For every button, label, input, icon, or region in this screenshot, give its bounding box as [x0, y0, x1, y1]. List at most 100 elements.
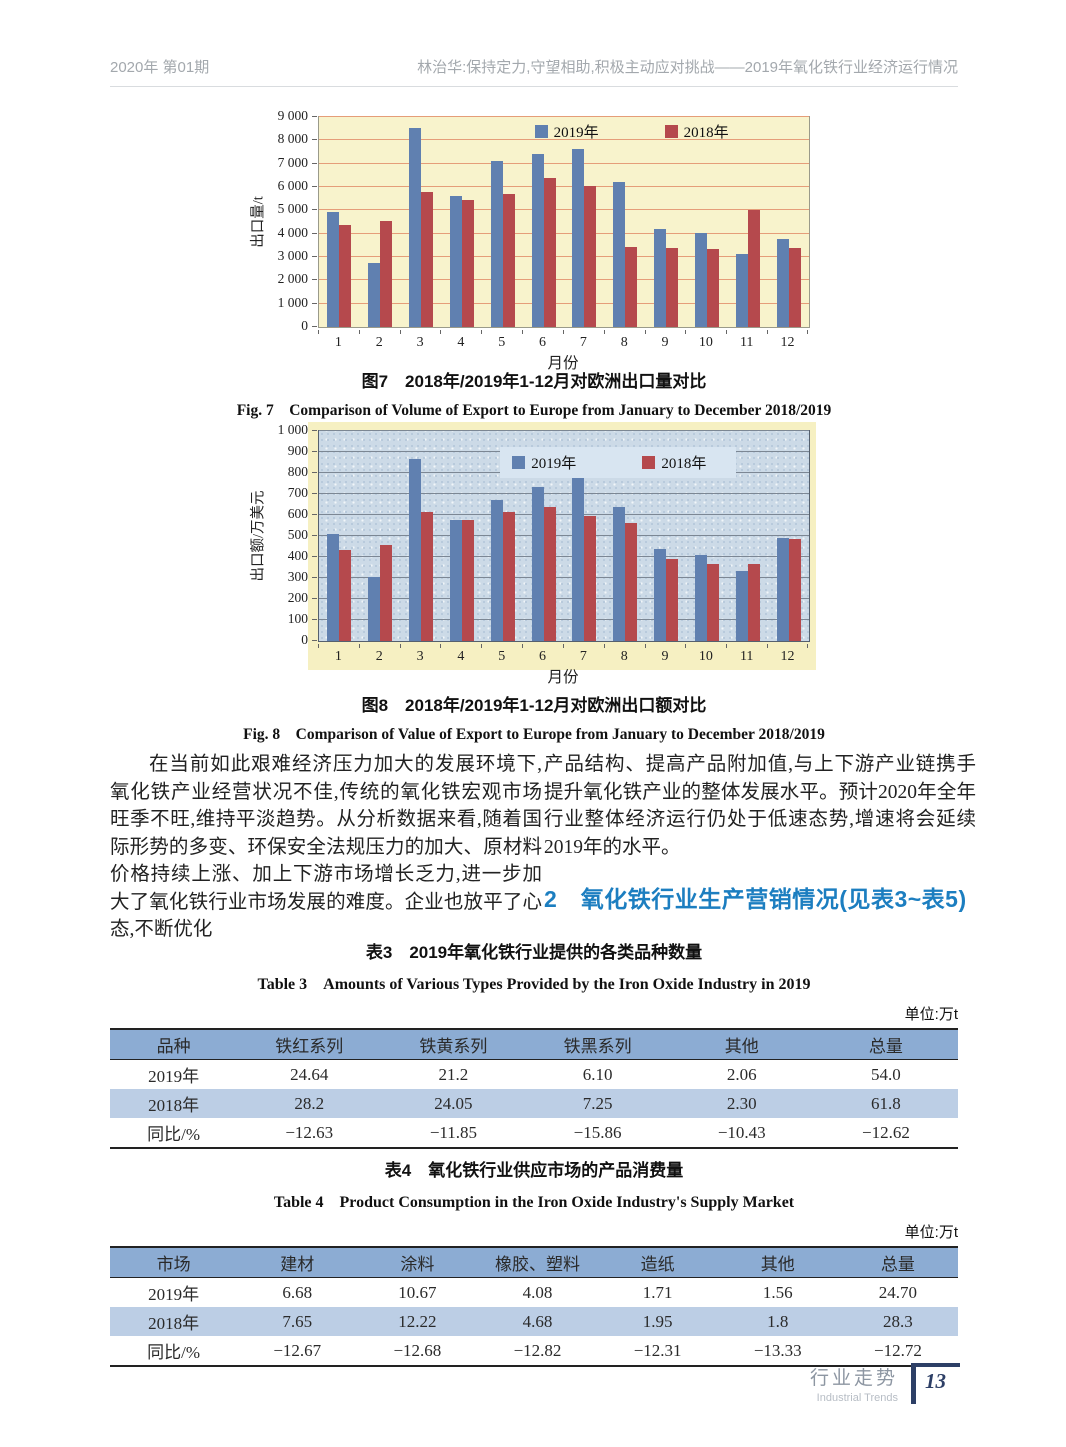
- bar-group-month-3: [401, 117, 442, 327]
- bar-group-month-8: [605, 117, 646, 327]
- bar-group-month-8: [605, 431, 646, 641]
- legend-swatch-2019: [512, 456, 526, 469]
- bar-2018-month-11: [747, 210, 760, 327]
- bar-group-month-10: [686, 431, 727, 641]
- gridline-400: [319, 556, 809, 557]
- footer-section: 行业走势 Industrial Trends: [810, 1363, 898, 1404]
- x-tick-label-9: 9: [644, 644, 686, 665]
- bar-2018-month-3: [421, 192, 434, 327]
- table-cell: 24.05: [434, 1093, 473, 1113]
- figure8-x-axis: 1 2 3 4 5 6 7 8 9 10 11 12: [318, 644, 808, 665]
- x-tick-label-11: 11: [726, 330, 767, 351]
- x-tick-label-1: 1: [318, 330, 359, 351]
- gridline-1000: [319, 430, 809, 431]
- figure8-chart: 出口额/万美元 0 100 200 300 400 500 600 700 800 900 1 00…: [248, 422, 816, 686]
- table-cell: 4.08: [522, 1282, 553, 1302]
- table-row: 2018年 28.2 24.05 7.25 2.30 61.8: [110, 1089, 958, 1118]
- table-row: 2019年 24.64 21.2 6.10 2.06 54.0: [110, 1060, 958, 1090]
- x-tick-label-2: 2: [358, 644, 400, 665]
- header-running-title: 林治华:保持定力,守望相助,积极主动应对挑战——2019年氧化铁行业经济运行情况: [417, 59, 958, 76]
- x-tick-label-9: 9: [644, 330, 686, 351]
- bar-2019-month-6: [531, 486, 544, 641]
- bar-2018-month-12: [788, 538, 801, 641]
- column-header: 市场: [156, 1255, 191, 1274]
- bar-2018-month-1: [339, 549, 352, 641]
- table4: 市场 建材 涂料 橡胶、塑料 造纸 其他 总量 2019年 6.68 10.67 4.08 1.71 1…: [110, 1246, 958, 1367]
- x-tick-label-5: 5: [481, 330, 522, 351]
- gridline-3000: [319, 256, 809, 258]
- bar-group-month-2: [360, 117, 401, 327]
- table-row: 同比/% −12.63 −11.85 −15.86 −10.43 −12.62: [110, 1118, 958, 1148]
- table-cell: 1.8: [767, 1311, 789, 1331]
- table-cell: 1.56: [762, 1282, 793, 1302]
- bar-2018-month-9: [666, 247, 679, 327]
- legend-label: 2019年: [531, 456, 577, 472]
- bar-2019-month-1: [327, 211, 340, 327]
- table-cell: 28.3: [883, 1311, 913, 1331]
- y-tick-label-500: 500: [287, 527, 318, 542]
- figure7-caption-en: Fig. 7 Comparison of Volume of Export to…: [236, 402, 832, 419]
- table3-title-cn: 表3 2019年氧化铁行业提供的各类品种数量: [365, 943, 703, 962]
- bar-group-month-7: [564, 431, 605, 641]
- legend-2018: 2018年: [642, 452, 706, 473]
- bar-groups: [319, 431, 809, 641]
- legend-label: 2018年: [683, 125, 729, 141]
- table-cell: 21.2: [438, 1064, 469, 1084]
- gridline-1000: [319, 302, 809, 304]
- bar-2019-month-8: [613, 507, 626, 641]
- figure7-x-axis: 1 2 3 4 5 6 7 8 9 10 11 12: [318, 330, 808, 351]
- bar-group-month-12: [768, 431, 809, 641]
- column-header: 铁黄系列: [419, 1037, 488, 1056]
- bar-2018-month-4: [461, 200, 474, 327]
- table-cell: 6.68: [282, 1282, 313, 1302]
- table-cell: 2.30: [726, 1093, 757, 1113]
- table-cell: 28.2: [294, 1093, 325, 1113]
- body-paragraph-left: 在当前如此艰难经济压力加大的发展环境下,氧化铁产业经营状况不佳,传统的氧化铁宏观…: [110, 754, 542, 940]
- bar-2018-month-5: [502, 194, 515, 327]
- bar-2019-month-4: [449, 196, 462, 327]
- header-issue: 2020年 第01期: [110, 59, 210, 76]
- y-tick-label-7000: 7 000: [277, 154, 318, 170]
- bar-2019-month-2: [368, 262, 381, 327]
- bar-2019-month-5: [490, 499, 503, 641]
- table-header-row: 品种 铁红系列 铁黄系列 铁黑系列 其他 总量: [110, 1029, 958, 1060]
- gridline-5000: [319, 209, 809, 211]
- figure7-caption: 图7 2018年/2019年1-12月对欧洲出口量对比 Fig. 7 Compa…: [110, 367, 958, 420]
- bar-group-month-4: [441, 117, 482, 327]
- column-header: 造纸: [640, 1255, 675, 1274]
- figure8-plot-area: 2019年 2018年: [318, 430, 810, 642]
- bar-2018-month-9: [666, 559, 679, 641]
- bar-group-month-5: [482, 431, 523, 641]
- bar-2019-month-3: [409, 127, 422, 327]
- bar-group-month-5: [482, 117, 523, 327]
- bar-2018-month-11: [747, 564, 760, 641]
- bar-2019-month-7: [572, 475, 585, 641]
- table3: 品种 铁红系列 铁黄系列 铁黑系列 其他 总量 2019年 24.64 21.2 6.10 2.06…: [110, 1028, 958, 1149]
- bar-2019-month-11: [735, 571, 748, 641]
- bar-2019-month-12: [776, 537, 789, 641]
- y-tick-label-100: 100: [287, 611, 318, 626]
- legend-2019: 2019年: [534, 121, 599, 142]
- table-cell: 2018年: [148, 1096, 200, 1115]
- x-tick-label-3: 3: [399, 644, 441, 665]
- table-cell: 61.8: [871, 1093, 901, 1113]
- y-tick-label-9000: 9 000: [277, 108, 318, 123]
- figure8-caption-en: Fig. 8 Comparison of Value of Export to …: [243, 726, 825, 743]
- bar-2019-month-8: [613, 182, 626, 327]
- table-cell: 2019年: [148, 1285, 200, 1304]
- figure7-x-axis-title: 月份: [547, 355, 579, 372]
- section-heading: 2 氧化铁行业生产营销情况(见表3~表5): [544, 886, 967, 912]
- bar-groups: [319, 117, 809, 327]
- bar-group-month-6: [523, 117, 564, 327]
- bar-2018-month-7: [584, 516, 597, 641]
- figure7-caption-cn: 图7 2018年/2019年1-12月对欧洲出口量对比: [361, 372, 707, 391]
- footer-section-cn: 行业走势: [809, 1368, 898, 1389]
- legend-swatch-2018: [642, 456, 656, 469]
- figure7-y-axis: 0 1 000 2 000 3 000 4 000 5 000 6 000 7 000 8 00…: [260, 108, 318, 333]
- column-header: 总量: [868, 1037, 903, 1056]
- gridline-100: [319, 619, 809, 620]
- gridline-4000: [319, 232, 809, 234]
- column-header: 总量: [880, 1255, 915, 1274]
- figure7-legend: 2019年 2018年: [534, 121, 729, 142]
